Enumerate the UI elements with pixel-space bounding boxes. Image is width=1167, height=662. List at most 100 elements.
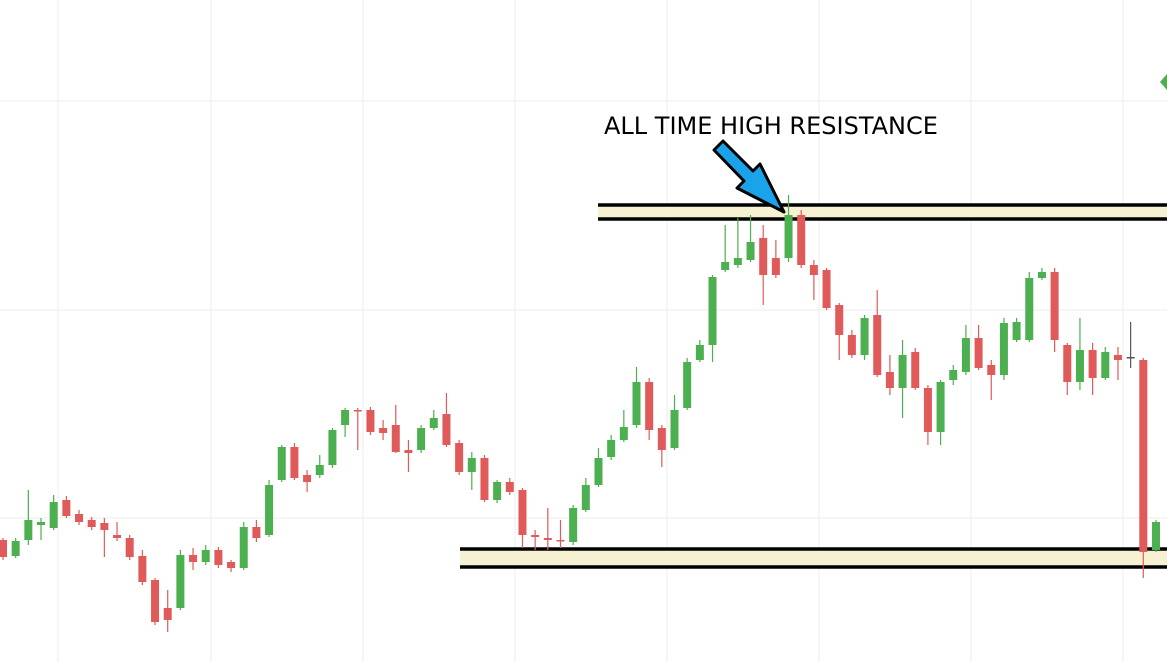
candle-body [721, 262, 730, 270]
candle-body [1025, 278, 1034, 340]
candle-body [189, 555, 198, 562]
candle-body [467, 458, 476, 472]
candle-body [493, 482, 502, 500]
candle-body [911, 352, 920, 388]
candle [227, 560, 236, 572]
candles [0, 195, 1160, 632]
candle-body [708, 277, 717, 345]
candle [214, 547, 223, 568]
candle [581, 478, 590, 512]
candle-body [265, 485, 274, 535]
candle [987, 360, 996, 400]
vertical-grid [57, 0, 1124, 662]
candle-body [961, 338, 970, 372]
annotation: ALL TIME HIGH RESISTANCE [604, 112, 938, 140]
candle [543, 508, 552, 550]
candle [404, 440, 413, 472]
candle [1088, 343, 1097, 395]
candle [201, 545, 210, 565]
candle [1037, 268, 1046, 280]
candle-body [1101, 352, 1110, 378]
candle-body [290, 447, 299, 478]
candle-body [391, 425, 400, 452]
candle-body [239, 527, 248, 568]
candle-body [214, 550, 223, 565]
candle-body [949, 370, 958, 380]
candle-body [353, 410, 362, 412]
candle [657, 425, 666, 467]
candle-body [417, 428, 426, 450]
candle-body [163, 608, 172, 620]
candle-body [835, 305, 844, 335]
candle-body [657, 428, 666, 450]
candle-body [303, 475, 312, 482]
candle [265, 480, 274, 537]
candle-body [1012, 322, 1021, 340]
candle [442, 393, 451, 447]
candle-body [860, 318, 869, 355]
candle-body [847, 335, 856, 355]
candle [809, 260, 818, 300]
candle-body [619, 427, 628, 440]
candle [632, 367, 641, 428]
candle [974, 325, 983, 370]
candle-body [315, 465, 324, 475]
candle [239, 522, 248, 570]
candle [1050, 268, 1059, 352]
candle [797, 210, 806, 268]
candle-body [632, 382, 641, 425]
candle [1151, 520, 1160, 552]
candle-body [733, 258, 742, 265]
zone [598, 205, 1167, 219]
candle [1139, 358, 1148, 578]
candle [113, 522, 122, 541]
candle [746, 215, 755, 262]
candle-body [1113, 355, 1122, 360]
candle-body [11, 541, 20, 556]
candle [163, 590, 172, 632]
candle [391, 405, 400, 453]
candle-body [797, 215, 806, 265]
candle [138, 550, 147, 585]
candle-body [645, 382, 654, 430]
candle [936, 380, 945, 445]
candle [1025, 272, 1034, 342]
marker [1160, 74, 1167, 90]
candle [366, 407, 375, 435]
candle [708, 275, 717, 362]
candle [695, 340, 704, 362]
candle [683, 358, 692, 410]
candle [911, 348, 920, 390]
candle-body [1126, 357, 1135, 359]
candle-body [176, 555, 185, 608]
arrow-shape [712, 139, 786, 214]
candle-body [442, 414, 451, 445]
candle [353, 408, 362, 450]
candle-body [75, 514, 84, 522]
candle-body [531, 535, 540, 537]
candle [721, 225, 730, 272]
candle-body [404, 450, 413, 453]
candle [1126, 322, 1135, 368]
candle-body [822, 270, 831, 308]
candle-body [1088, 350, 1097, 378]
candle-body [759, 238, 768, 275]
candle [505, 478, 514, 495]
candle [493, 480, 502, 503]
candle-body [974, 338, 983, 368]
candle [569, 505, 578, 545]
candle-body [0, 540, 7, 557]
candle-body [873, 315, 882, 375]
candle [429, 410, 438, 430]
candle [670, 395, 679, 450]
candle-body [100, 523, 109, 530]
candle [835, 303, 844, 360]
candle-body [505, 482, 514, 492]
candle [252, 520, 261, 542]
candle [37, 518, 46, 540]
zones [460, 203, 1167, 569]
candle [531, 530, 540, 550]
candle [923, 385, 932, 445]
candle-body [987, 365, 996, 375]
